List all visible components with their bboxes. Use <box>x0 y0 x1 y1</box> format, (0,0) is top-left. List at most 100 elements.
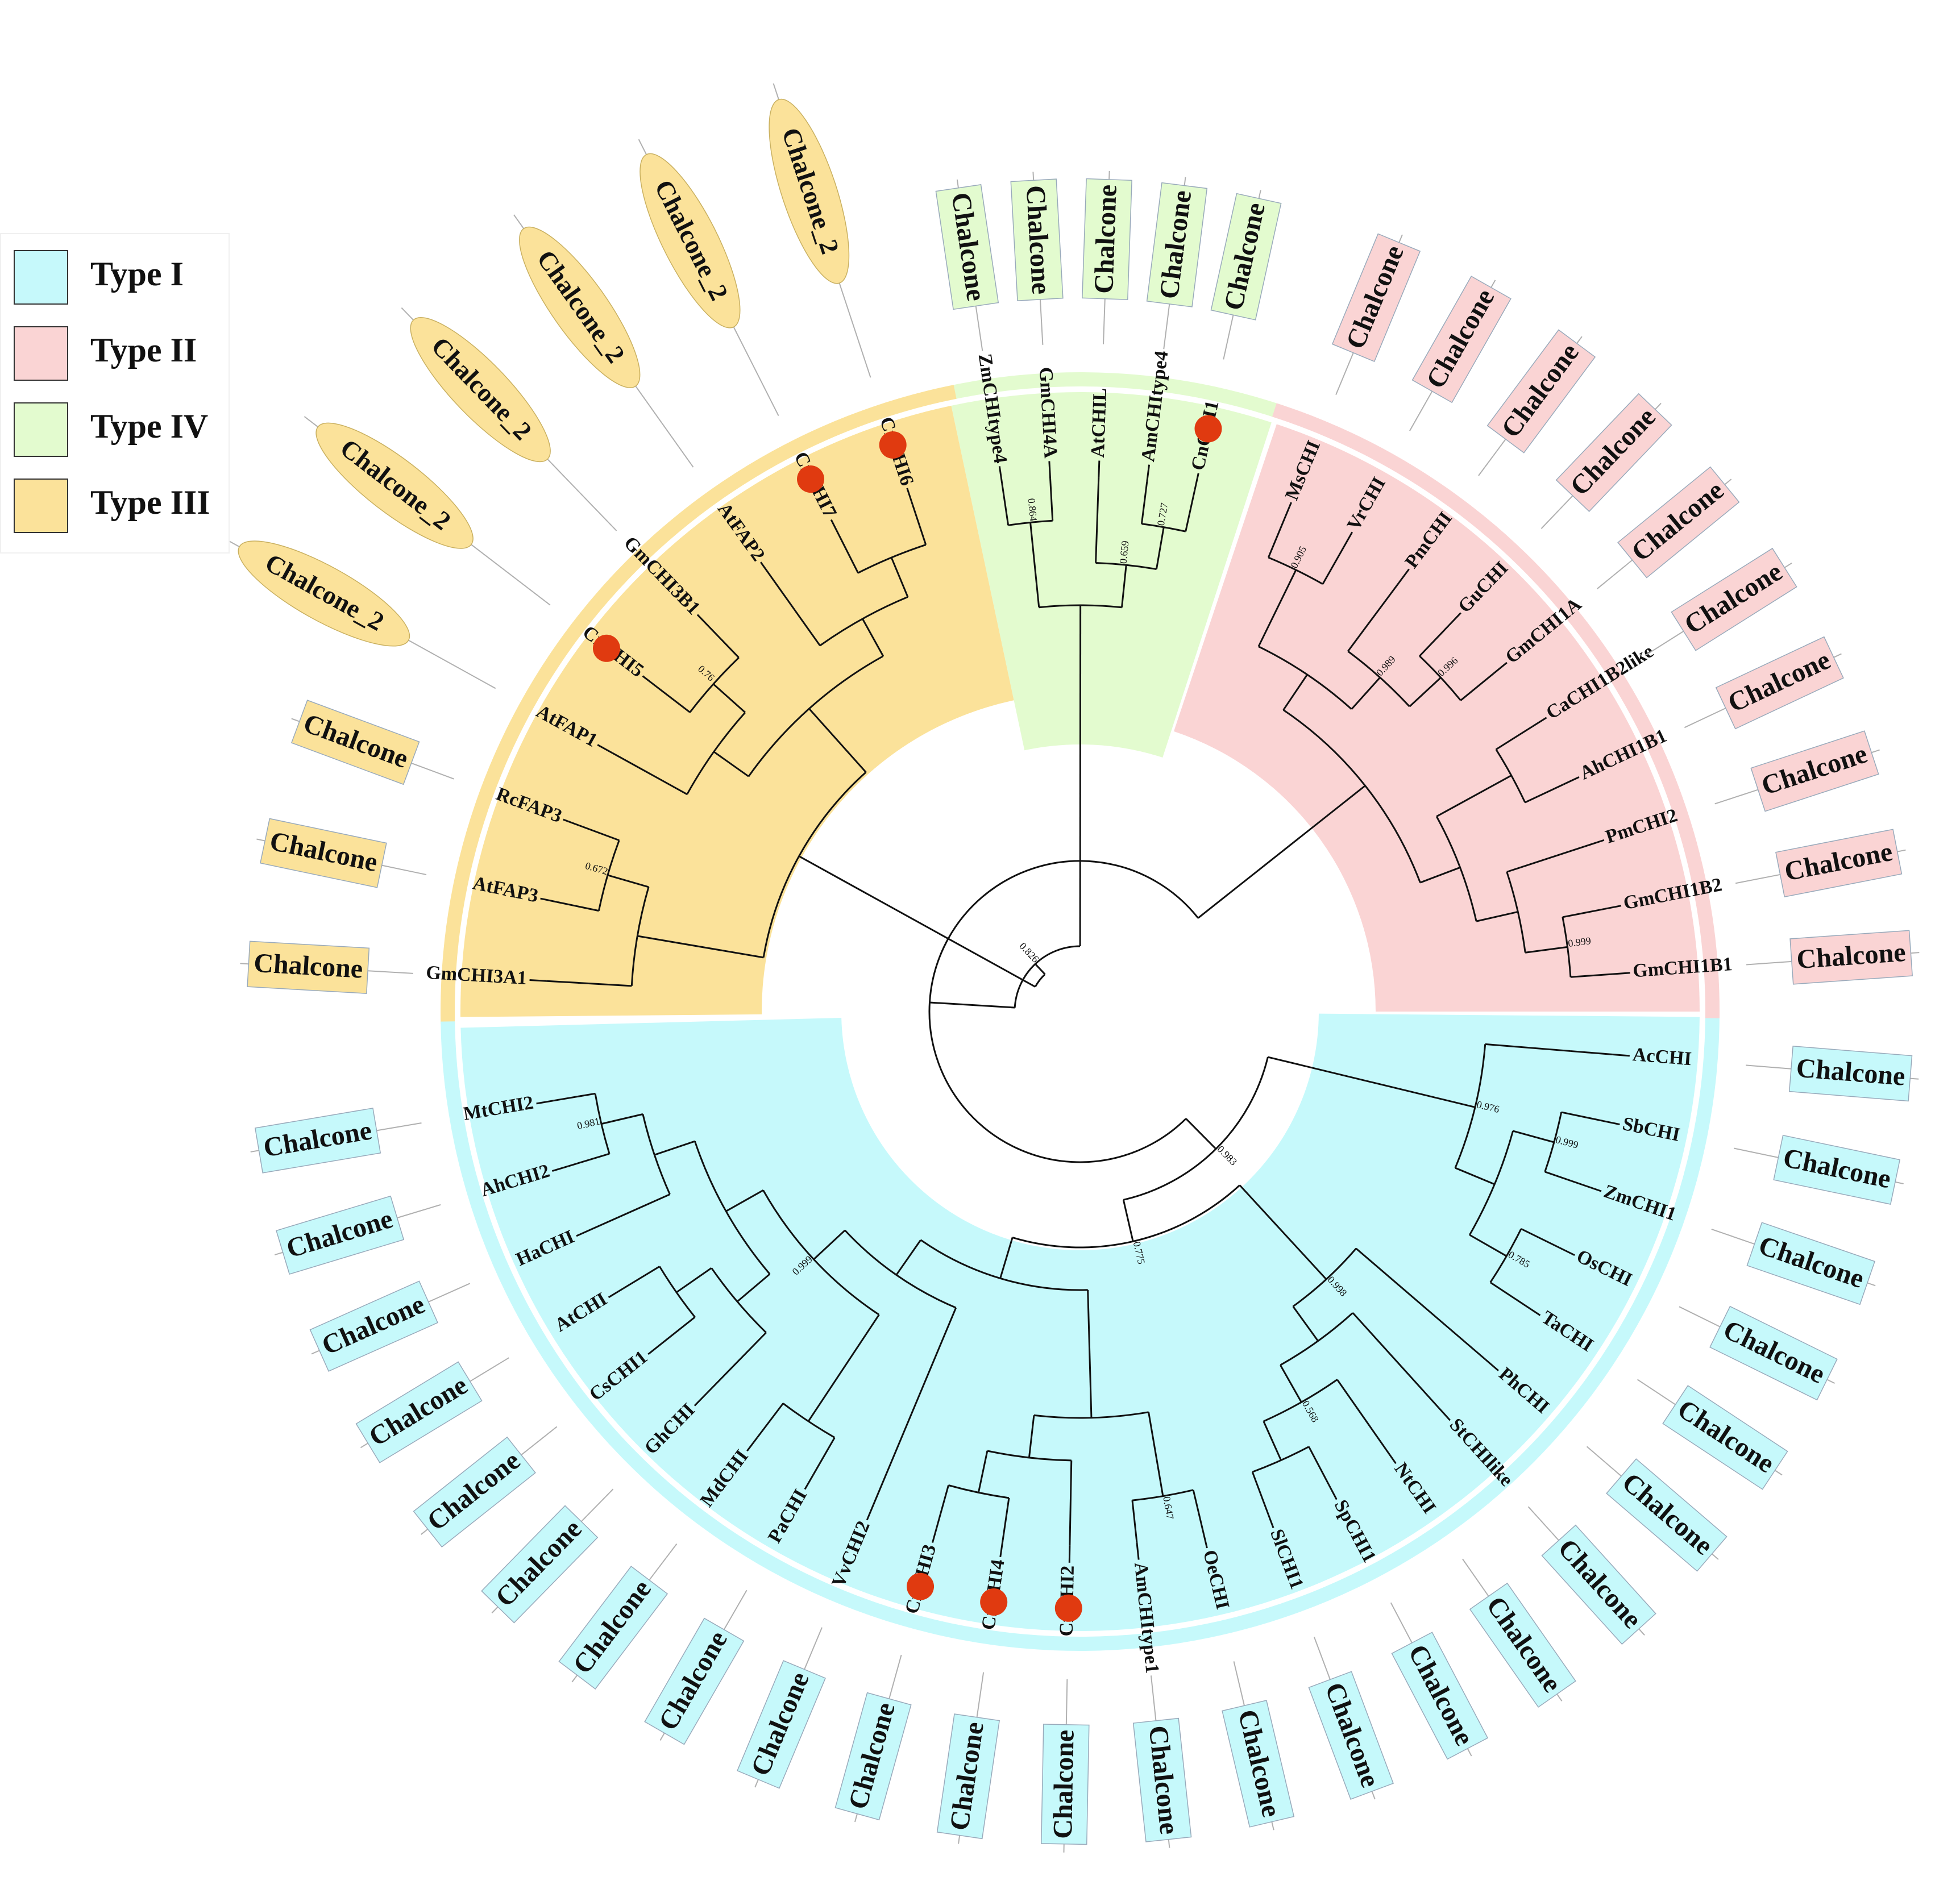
domain-connector-end <box>240 963 248 964</box>
domain-connector <box>412 763 454 779</box>
legend-swatch-type-i <box>14 250 68 305</box>
domain-connector-end <box>1895 1182 1904 1184</box>
domain-connector-end <box>1259 190 1261 199</box>
domain-connector-end <box>275 1253 283 1255</box>
domain-label: Chalcone <box>1020 185 1057 296</box>
legend-label-type-i: Type I <box>90 255 184 294</box>
domain-connector-end <box>774 84 779 99</box>
legend-swatch-type-ii <box>14 326 68 381</box>
branch-arc <box>1035 974 1045 987</box>
domain-connector <box>377 1123 422 1130</box>
domain-connector <box>547 459 616 531</box>
leaf-branch <box>1069 1546 1070 1563</box>
domain-connector-end <box>1272 1822 1273 1830</box>
domain-label: Chalcone <box>1089 184 1123 294</box>
domain-connector-end <box>401 308 413 321</box>
domain-connector <box>1479 439 1506 476</box>
domain-connector-end <box>1775 1470 1783 1475</box>
domain-annotation: Chalcone <box>1133 1719 1191 1842</box>
domain-connector <box>804 1628 822 1670</box>
leaf-branch <box>1613 973 1630 974</box>
domain-connector <box>636 386 693 467</box>
domain-connector-end <box>1577 336 1582 343</box>
domain-connector <box>1410 392 1432 431</box>
legend-item-type-ii: Type II <box>14 326 224 383</box>
domain-annotation: Chalcone <box>1211 194 1281 320</box>
domain-connector <box>889 1655 901 1699</box>
domain-connector-end <box>251 1150 259 1152</box>
domain-annotation: Chalcone <box>737 1661 825 1788</box>
domain-connector <box>382 866 426 875</box>
domain-connector <box>977 1673 984 1717</box>
domain-connector-end <box>957 180 958 188</box>
domain-connector <box>1314 1637 1330 1679</box>
legend: Type I Type II Type IV Type III <box>0 233 230 554</box>
domain-connector-end <box>1827 1379 1834 1383</box>
domain-connector <box>1684 708 1725 727</box>
domain-annotation: Chalcone <box>1663 1386 1787 1489</box>
leaf-branch <box>1049 461 1050 479</box>
domain-connector <box>1746 962 1792 965</box>
domain-annotation: Chalcone <box>260 818 387 887</box>
domain-annotation: Chalcone <box>310 1281 438 1371</box>
domain-connector-end <box>304 417 318 427</box>
domain-connector <box>1597 560 1633 589</box>
domain-annotation: Chalcone <box>1789 1046 1912 1101</box>
domain-annotation: Chalcone <box>481 1505 597 1622</box>
domain-connector <box>1223 315 1233 359</box>
domain-annotation: Chalcone <box>1488 330 1595 452</box>
legend-item-type-i: Type I <box>14 250 224 307</box>
legend-swatch-type-iv <box>14 402 68 457</box>
domain-annotation: Chalcone <box>1776 829 1901 897</box>
support-value: 0.659 <box>1117 540 1131 564</box>
domain-connector <box>1712 1229 1755 1244</box>
domain-annotation: Chalcone <box>276 1196 404 1274</box>
legend-item-type-iii: Type III <box>14 479 224 535</box>
domain-connector-end <box>1834 654 1842 657</box>
sector-type-i <box>460 1014 1700 1631</box>
domain-connector-end <box>514 215 524 228</box>
domain-connector-end <box>1639 1629 1645 1635</box>
domain-connector-end <box>572 1675 577 1682</box>
marker-dot <box>1194 415 1222 442</box>
domain-connector <box>1638 1379 1676 1404</box>
domain-connector-end <box>639 139 647 155</box>
domain-connector <box>1746 1065 1791 1068</box>
domain-connector <box>470 1358 509 1381</box>
domain-annotation: Chalcone <box>292 700 420 784</box>
domain-annotation: Chalcone <box>247 941 369 993</box>
domain-connector <box>976 306 983 351</box>
domain-annotation: Chalcone <box>835 1693 911 1820</box>
branch <box>1186 1118 1216 1149</box>
domain-connector <box>1336 353 1353 395</box>
domain-connector-end <box>256 839 265 841</box>
marker-dot <box>1055 1595 1082 1622</box>
domain-annotation: Chalcone <box>1710 1307 1837 1400</box>
domain-annotation: Chalcone <box>936 185 998 309</box>
domain-connector <box>1587 1446 1622 1476</box>
domain-connector <box>1528 1507 1559 1540</box>
domain-label: Chalcone <box>253 948 364 984</box>
domain-annotation: Chalcone <box>1041 1724 1089 1845</box>
domain-connector <box>429 1283 470 1302</box>
domain-annotation: Chalcone <box>645 1619 744 1745</box>
domain-connector-end <box>1897 850 1906 852</box>
domain-connector-end <box>1725 479 1731 484</box>
domain-annotation: Chalcone_2 <box>301 405 488 566</box>
domain-connector <box>1151 1675 1156 1721</box>
branch <box>929 1002 1015 1008</box>
domain-annotation: Chalcone <box>1618 467 1739 578</box>
domain-annotation: Chalcone <box>1332 234 1420 361</box>
domain-annotation: Chalcone <box>1671 548 1796 651</box>
domain-connector <box>471 544 550 605</box>
domain-connector <box>1391 1603 1412 1643</box>
domain-connector-end <box>1399 235 1402 243</box>
domain-connector <box>397 1205 441 1218</box>
domain-connector-end <box>1871 750 1879 753</box>
domain-connector-end <box>421 1529 428 1534</box>
domain-annotation: Chalcone <box>1751 731 1878 811</box>
domain-connector-end <box>360 1443 368 1448</box>
domain-connector-end <box>958 1836 960 1844</box>
domain-connector-end <box>1867 1283 1875 1285</box>
